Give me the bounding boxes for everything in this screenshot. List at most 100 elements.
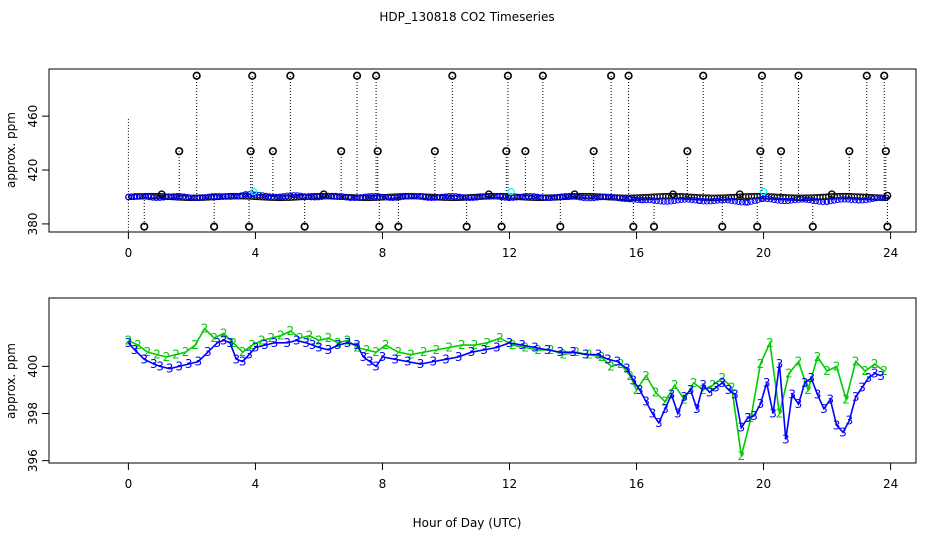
series-3-marker: 3	[769, 407, 777, 421]
blue-point	[322, 193, 329, 200]
series-2-marker: 2	[534, 343, 542, 357]
blue-point	[358, 194, 365, 201]
series-2-marker: 2	[325, 331, 333, 345]
blue-point	[774, 197, 781, 204]
cyan-point	[759, 187, 768, 196]
spike-point	[430, 147, 439, 156]
series-2-marker: 2	[144, 345, 152, 359]
blue-point	[710, 197, 718, 205]
series-2-marker: 2	[182, 345, 190, 359]
series-2-line	[128, 327, 885, 457]
series-2-marker: 2	[852, 355, 860, 369]
blue-point	[283, 192, 290, 199]
series-2-marker: 2	[134, 338, 142, 352]
series-2-marker: 2	[382, 338, 390, 352]
blue-point	[269, 193, 276, 200]
y-tick-label: 398	[26, 402, 40, 425]
series-3-marker: 3	[693, 402, 701, 416]
spike-point	[629, 222, 638, 231]
blue-point	[466, 194, 473, 202]
blue-point	[834, 196, 841, 204]
blue-point	[660, 198, 667, 205]
chart-title: HDP_130818 CO2 Timeseries	[379, 10, 554, 24]
series-2-marker: 2	[747, 411, 755, 425]
blue-point	[386, 194, 393, 201]
blue-point	[308, 194, 315, 201]
blue-point	[608, 194, 615, 201]
series-3-marker: 3	[353, 338, 361, 352]
blue-point	[837, 196, 845, 203]
spike-point	[352, 71, 362, 80]
series-3-marker: 3	[871, 366, 879, 380]
blue-point	[650, 197, 657, 204]
series-3-marker: 3	[680, 390, 688, 404]
series-3-marker: 3	[531, 341, 539, 355]
blue-point	[231, 193, 238, 200]
blue-point	[767, 196, 774, 203]
series-3-marker: 3	[630, 374, 638, 388]
series-3-marker: 3	[642, 395, 650, 409]
blue-point	[128, 193, 135, 200]
series-3-marker: 3	[252, 341, 260, 355]
blue-point	[841, 196, 848, 203]
series-2-marker: 2	[690, 376, 698, 390]
blue-point	[611, 194, 619, 201]
blue-point	[562, 193, 569, 200]
x-tick-label: 24	[883, 246, 898, 260]
series-2-marker: 2	[709, 378, 717, 392]
series-3-marker: 3	[315, 341, 323, 355]
series-3-marker: 3	[731, 388, 739, 402]
blue-point	[555, 193, 562, 201]
blue-point	[424, 194, 431, 201]
series-2-marker: 2	[287, 324, 295, 338]
blue-point	[209, 193, 216, 200]
blue-point	[696, 197, 704, 205]
blue-point	[583, 195, 591, 202]
blue-point	[153, 194, 160, 201]
top-plot-frame	[48, 68, 917, 233]
blip-point	[484, 190, 493, 199]
blue-point	[407, 192, 414, 200]
blue-point	[812, 198, 820, 205]
blue-point	[685, 196, 692, 203]
series-2-marker: 2	[220, 326, 228, 340]
blue-point	[351, 194, 358, 202]
blue-point	[590, 194, 598, 202]
blue-point	[259, 192, 266, 199]
blip-point	[883, 191, 892, 200]
blue-point	[177, 193, 184, 200]
blue-point	[368, 192, 375, 200]
series-2-marker: 2	[483, 336, 491, 350]
series-2-marker: 2	[699, 383, 707, 397]
series-2-marker: 2	[433, 343, 441, 357]
spike-point	[521, 147, 530, 156]
blue-point	[290, 192, 297, 199]
blue-point	[742, 199, 749, 206]
series-2-marker: 2	[445, 341, 453, 355]
spike-point	[192, 71, 201, 80]
series-2-marker: 2	[842, 392, 850, 406]
blue-point	[678, 196, 685, 203]
blue-point	[294, 192, 301, 199]
x-tick-label: 16	[629, 246, 644, 260]
spike-point	[248, 71, 257, 80]
spike-point	[268, 147, 277, 156]
blue-point	[280, 193, 287, 200]
series-3-marker: 3	[858, 381, 866, 395]
spike-point	[497, 222, 506, 231]
series-3-marker: 3	[833, 418, 841, 432]
blue-point	[336, 193, 343, 200]
series-3-marker: 3	[820, 402, 828, 416]
x-tick-label: 8	[379, 246, 387, 260]
blue-point	[855, 197, 862, 204]
blue-point	[809, 197, 816, 204]
blue-point	[558, 193, 565, 200]
spike-point	[375, 222, 384, 231]
spike-point	[589, 147, 598, 156]
series-2-marker: 2	[833, 359, 841, 373]
blue-point	[876, 194, 883, 201]
blue-point	[509, 194, 517, 201]
series-3-marker: 3	[877, 369, 885, 383]
blue-point	[717, 197, 725, 204]
